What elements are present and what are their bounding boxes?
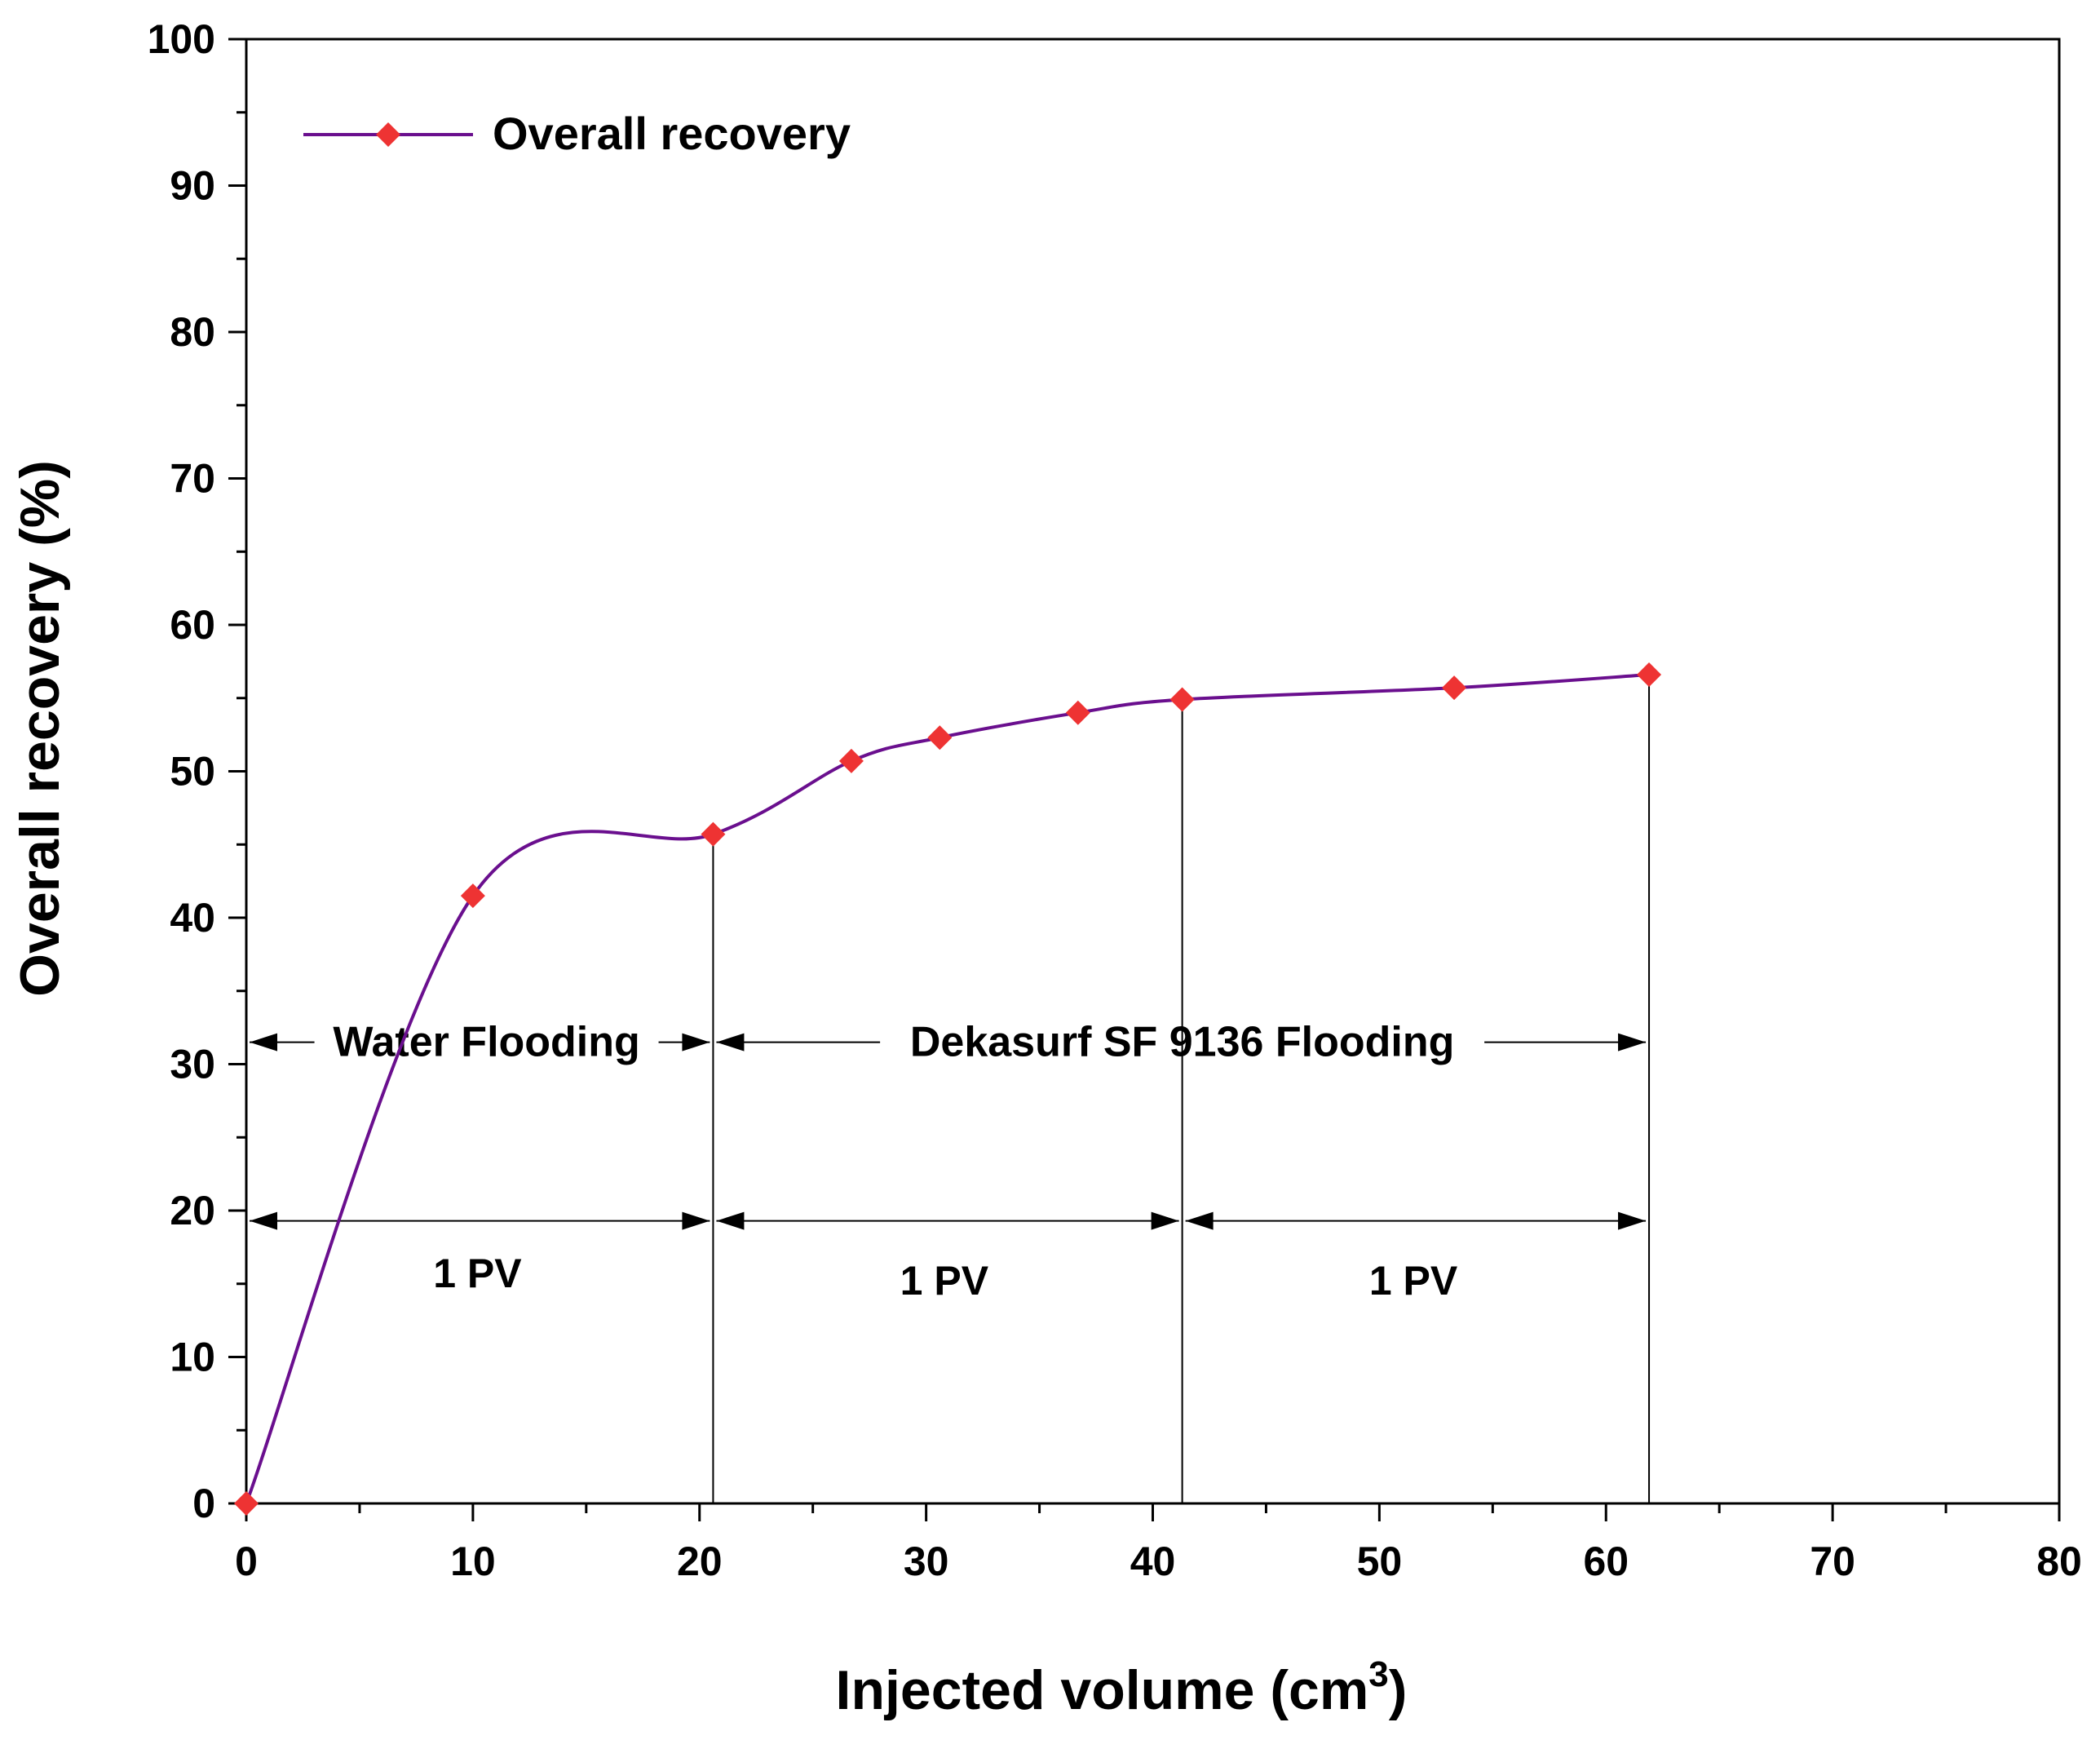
legend: Overall recovery (303, 108, 851, 159)
arrowhead-right (1618, 1033, 1647, 1052)
x-tick-label: 0 (235, 1539, 258, 1584)
arrowhead-right (682, 1033, 710, 1052)
y-tick-label: 70 (170, 456, 215, 502)
y-tick-label: 20 (170, 1188, 215, 1233)
x-tick-label: 10 (450, 1539, 496, 1584)
x-tick-label: 70 (1810, 1539, 1855, 1584)
y-tick-label: 0 (192, 1481, 215, 1526)
y-tick-label: 60 (170, 602, 215, 648)
annotations-layer: Water Flooding Dekasurf SF 9136 Flooding 1… (250, 675, 1651, 1503)
series-line (245, 673, 1650, 1504)
data-point (1065, 700, 1090, 725)
legend-marker (376, 122, 400, 147)
x-axis-title: Injected volume (cm3) (836, 1654, 1408, 1721)
arrowhead-right (1151, 1211, 1179, 1230)
data-point (701, 821, 726, 847)
data-point (1169, 687, 1195, 712)
data-point (838, 748, 864, 773)
series-layer (234, 662, 1662, 1516)
arrowhead-left (1185, 1211, 1214, 1230)
x-tick-label: 20 (677, 1539, 723, 1584)
arrowhead-right (1618, 1211, 1647, 1230)
y-axis-title: Overall recovery (%) (9, 460, 71, 997)
y-tick-label: 40 (170, 895, 215, 941)
pv-label: 1 PV (433, 1251, 522, 1296)
arrowhead-left (716, 1211, 745, 1230)
axes-layer: 0 10 20 30 40 50 60 70 80 0 10 20 30 40 50 60 70 80 90 100 (148, 16, 2082, 1584)
pv-label: 1 PV (900, 1258, 989, 1304)
y-tick-label: 80 (170, 309, 215, 355)
x-tick-label: 40 (1130, 1539, 1176, 1584)
data-point (234, 1491, 259, 1516)
x-tick-label: 50 (1357, 1539, 1403, 1584)
arrowhead-left (716, 1033, 745, 1052)
legend-label: Overall recovery (493, 108, 851, 159)
annotation-label: Dekasurf SF 9136 Flooding (910, 1019, 1455, 1066)
data-point (460, 883, 485, 909)
y-tick-label: 30 (170, 1042, 215, 1087)
arrowhead-left (250, 1033, 277, 1052)
x-tick-label: 80 (2036, 1539, 2082, 1584)
data-point (1637, 662, 1662, 688)
arrowhead-left (250, 1211, 277, 1230)
x-tick-label: 30 (904, 1539, 949, 1584)
pv-label: 1 PV (1369, 1258, 1458, 1304)
data-point (927, 725, 953, 750)
y-tick-label: 10 (170, 1335, 215, 1380)
data-point (1442, 675, 1467, 701)
y-tick-label: 50 (170, 749, 215, 795)
annotation-label: Water Flooding (333, 1019, 639, 1066)
x-tick-label: 60 (1583, 1539, 1629, 1584)
y-tick-label: 100 (148, 16, 215, 62)
y-tick-label: 90 (170, 163, 215, 209)
arrowhead-right (682, 1211, 710, 1230)
